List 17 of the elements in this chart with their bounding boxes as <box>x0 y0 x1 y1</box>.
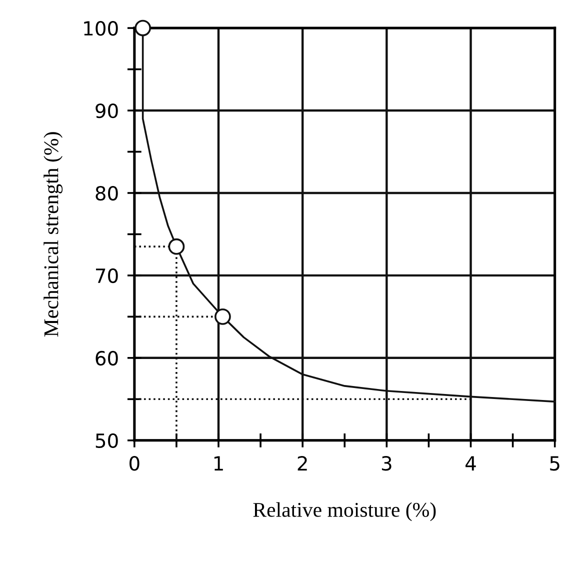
point <box>168 238 185 255</box>
x-axis-title: Relative moisture (%) <box>253 502 436 522</box>
x-tick-label: 0 <box>130 456 140 471</box>
x-tick-label: 5 <box>550 456 560 471</box>
x-tick-label: 4 <box>466 456 476 470</box>
y-tick-label: 50 <box>96 433 118 448</box>
x-tick-label: 3 <box>382 456 392 471</box>
x-tick-label: 2 <box>298 456 307 470</box>
x-tick-label: 1 <box>214 456 223 470</box>
y-tick-label: 60 <box>96 350 118 366</box>
y-tick-label: 90 <box>96 103 118 118</box>
y-tick-label: 100 <box>84 21 118 36</box>
point <box>214 308 231 325</box>
y-tick-label: 80 <box>96 186 118 201</box>
y-axis-title: Mechanical strength (%) <box>44 132 63 337</box>
y-tick-label: 70 <box>96 268 118 284</box>
point <box>134 20 152 36</box>
